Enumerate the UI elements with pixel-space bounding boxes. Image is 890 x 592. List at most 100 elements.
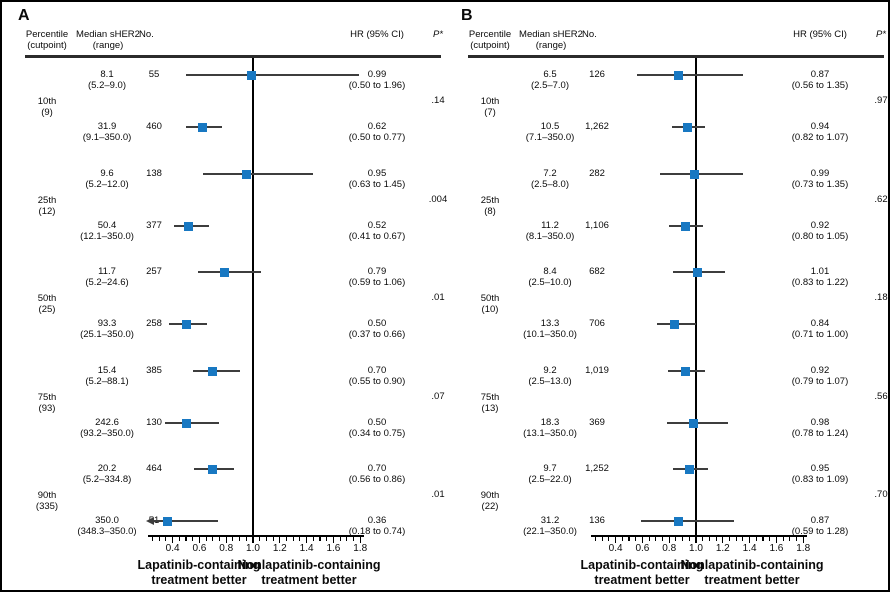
hr-ci-text: 0.95 (0.83 to 1.09) — [791, 463, 849, 485]
panel-b: B Percentile (cutpoint) Median sHER2 (ra… — [445, 2, 888, 590]
n-value: 136 — [589, 515, 605, 526]
col-header-median-sher2: Median sHER2 (range) — [76, 29, 140, 51]
n-value: 138 — [146, 168, 162, 179]
x-axis-tick — [158, 536, 160, 541]
ci-line — [637, 74, 743, 76]
hr-ci-text: 0.36 (0.18 to 0.74) — [348, 515, 406, 537]
x-axis-tick — [675, 536, 677, 541]
median-sher2-value: 13.3 (10.1–350.0) — [523, 318, 577, 340]
hr-point-marker — [181, 418, 191, 428]
x-axis-tick — [769, 536, 771, 541]
hr-ci-text: 0.62 (0.50 to 0.77) — [348, 121, 406, 143]
x-axis-tick — [621, 536, 623, 541]
x-axis-tick — [594, 536, 597, 541]
x-axis-tick — [775, 536, 777, 543]
n-value: 1,252 — [585, 463, 609, 474]
x-axis-tick — [339, 536, 341, 541]
n-value: 130 — [146, 417, 162, 428]
ci-line — [186, 74, 359, 76]
x-axis-tick — [359, 536, 361, 543]
x-axis-tick — [332, 536, 334, 543]
p-value: .01 — [431, 292, 445, 303]
x-axis-tick — [668, 536, 670, 543]
x-axis-tick-label: 0.8 — [219, 543, 234, 554]
x-axis-tick — [628, 536, 630, 541]
col-header-median-sher2: Median sHER2 (range) — [519, 29, 583, 51]
median-sher2-value: 20.2 (5.2–334.8) — [82, 463, 132, 485]
hr-point-marker — [670, 319, 680, 329]
median-sher2-value: 11.2 (8.1–350.0) — [525, 220, 575, 242]
col-header-p-value: P* — [432, 29, 444, 40]
p-value: .97 — [874, 95, 888, 106]
x-axis-tick-label: 1.0 — [246, 543, 260, 554]
x-axis-tick-label: 1.8 — [796, 543, 811, 554]
x-axis-tick — [749, 536, 751, 543]
hr-point-marker — [197, 122, 207, 132]
median-sher2-value: 9.7 (2.5–22.0) — [528, 463, 572, 485]
header-rule — [25, 55, 441, 58]
x-axis-caption-left: Lapatinib-containing treatment better — [580, 558, 704, 587]
hr-ci-text: 0.84 (0.71 to 1.00) — [791, 318, 849, 340]
x-axis-tick-label: 0.6 — [635, 543, 650, 554]
x-axis-tick-label: 0.6 — [192, 543, 207, 554]
p-value: .01 — [431, 489, 445, 500]
hr-point-marker — [162, 516, 172, 526]
n-value: 460 — [146, 121, 162, 132]
median-sher2-value: 350.0 (348.3–350.0) — [77, 515, 137, 537]
x-axis-tick — [641, 536, 643, 543]
hr-point-marker — [208, 464, 218, 474]
x-axis-tick-label: 1.0 — [689, 543, 703, 554]
x-axis-tick — [285, 536, 288, 541]
x-axis-tick — [352, 536, 355, 541]
hr-point-marker — [208, 366, 218, 376]
col-header-percentile: Percentile (cutpoint) — [468, 29, 512, 51]
header-rule — [468, 55, 884, 58]
x-axis-tick — [715, 536, 717, 541]
ci-line — [641, 520, 734, 522]
ci-clip-arrow — [145, 517, 154, 525]
hr-ci-text: 0.99 (0.73 to 1.35) — [791, 168, 849, 190]
hr-ci-text: 0.87 (0.59 to 1.28) — [791, 515, 849, 537]
x-axis-tick — [789, 536, 791, 541]
x-axis-tick — [218, 536, 221, 541]
n-value: 464 — [146, 463, 162, 474]
n-value: 369 — [589, 417, 605, 428]
n-value: 282 — [589, 168, 605, 179]
n-value: 1,262 — [585, 121, 609, 132]
x-axis-tick — [782, 536, 784, 541]
x-axis-tick — [178, 536, 180, 541]
percentile-cutpoint-label: 75th (93) — [37, 392, 57, 414]
hr-point-marker — [674, 516, 684, 526]
hr-point-marker — [684, 464, 694, 474]
reference-line — [695, 58, 697, 535]
reference-line — [252, 58, 254, 535]
percentile-cutpoint-label: 10th (9) — [37, 96, 57, 118]
x-axis-tick — [265, 536, 267, 541]
hr-ci-text: 0.98 (0.78 to 1.24) — [791, 417, 849, 439]
median-sher2-value: 7.2 (2.5–8.0) — [530, 168, 570, 190]
x-axis-tick — [205, 536, 207, 541]
median-sher2-value: 9.6 (5.2–12.0) — [85, 168, 129, 190]
p-value: .18 — [874, 292, 888, 303]
hr-point-marker — [674, 70, 684, 80]
n-value: 257 — [146, 266, 162, 277]
hr-ci-text: 0.95 (0.63 to 1.45) — [348, 168, 406, 190]
hr-point-marker — [181, 319, 191, 329]
hr-point-marker — [241, 169, 251, 179]
col-header-hr-ci: HR (95% CI) — [350, 29, 404, 40]
median-sher2-value: 6.5 (2.5–7.0) — [530, 69, 570, 91]
hr-point-marker — [680, 366, 690, 376]
x-axis-tick — [802, 536, 804, 543]
p-value: .56 — [874, 391, 888, 402]
percentile-cutpoint-label: 90th (335) — [35, 490, 59, 512]
percentile-cutpoint-label: 50th (10) — [480, 293, 500, 315]
median-sher2-value: 18.3 (13.1–350.0) — [523, 417, 577, 439]
x-axis-tick — [635, 536, 637, 541]
x-axis-tick — [292, 536, 294, 541]
x-axis-tick — [245, 536, 247, 541]
x-axis-line — [148, 535, 364, 537]
n-value: 55 — [148, 69, 160, 80]
ci-line — [659, 173, 743, 175]
hr-point-marker — [184, 221, 194, 231]
x-axis-tick — [648, 536, 650, 541]
